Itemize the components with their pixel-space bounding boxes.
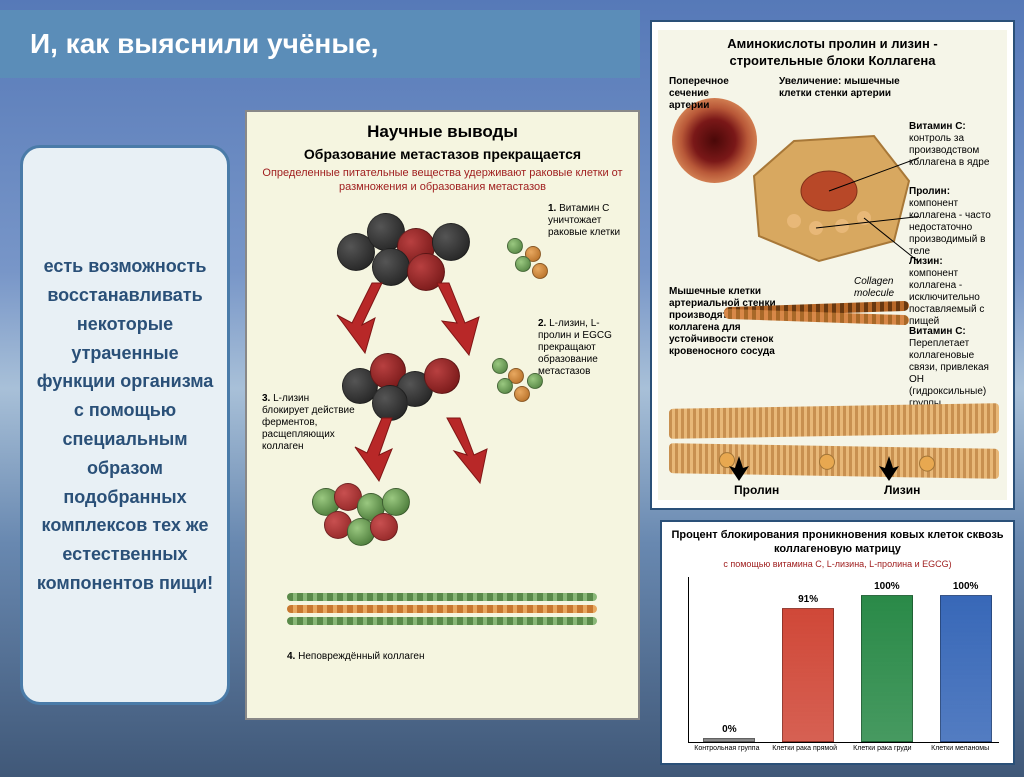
chart-bar: 91% [782,608,834,742]
center-title: Научные выводы [257,122,628,142]
muscle-cell [724,126,919,276]
vitc-label: Витамин С:контроль за производством колл… [909,121,999,169]
collagen-band-2 [669,443,999,479]
page-title: И, как выяснили учёные, [0,10,640,78]
center-subtitle: Образование метастазов прекращается [257,146,628,162]
label-2: 2. L-лизин, L-пролин и EGCG прекращают о… [538,318,623,378]
chart-xlabels: Контрольная группаКлетки рака прямойКлет… [688,745,999,753]
label-4: 4. Неповреждённый коллаген [287,651,424,663]
vitc2-label: Витамин С:Переплетает коллагеновые связи… [909,326,999,410]
main-text: есть возможность восстанавливать некотор… [33,252,217,598]
artery-label: Поперечное сечение артерии [669,76,749,112]
chart-bar: 100% [861,595,913,742]
ball-cluster [312,483,432,558]
collagen-strand [287,583,597,638]
main-text-box: есть возможность восстанавливать некотор… [20,145,230,705]
center-body: 1. Витамин С уничтожает раковые клетки 2… [257,203,628,673]
chart-bar: 0% [703,738,755,742]
arrow-proline [724,456,754,481]
collagen-band-1 [669,403,999,439]
lysine-bottom: Лизин [884,483,920,497]
right-diagram-1: Аминокислоты пролин и лизин - строительн… [650,20,1015,510]
center-red-text: Определенные питательные вещества удержи… [257,166,628,195]
chart-area: 0% 91% 100% 100% [688,577,999,743]
label-1: 1. Витамин С уничтожает раковые клетки [548,203,623,239]
proline-label: Пролин:компонент коллагена - часто недос… [909,186,999,258]
chart-bar: 100% [940,595,992,742]
arrow-2 [407,273,517,363]
arrow-3 [337,413,427,493]
arrow-4 [422,413,522,493]
lysine-label: Лизин:компонент коллагена - исключительн… [909,256,999,328]
chart-title: Процент блокирования проникновения ковых… [668,528,1007,557]
r1-title: Аминокислоты пролин и лизин - строительн… [664,36,1001,70]
chart-box: Процент блокирования проникновения ковых… [660,520,1015,765]
center-diagram: Научные выводы Образование метастазов пр… [245,110,640,720]
arrow-lysine [874,456,904,481]
zoom-label: Увеличение: мышечные клетки стенки артер… [779,76,919,100]
proline-bottom: Пролин [734,483,779,497]
chart-subtitle: с помощью витамина С, L-лизина, L-пролин… [668,559,1007,569]
collagen-twist [724,296,909,331]
